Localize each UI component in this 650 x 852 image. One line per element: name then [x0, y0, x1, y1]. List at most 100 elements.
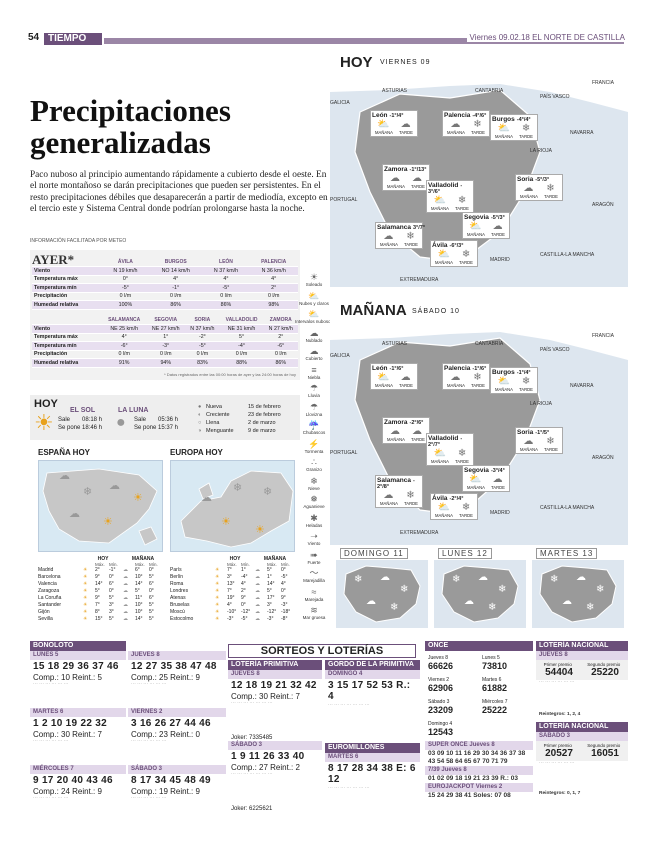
city-forecast: León -1°/4° ⛅ ☁ MAÑANA TARDE [370, 110, 418, 137]
moon-phase-date: 9 de marzo [248, 428, 276, 434]
city-name: Burgos [492, 369, 515, 376]
legend-icon: ☂ [309, 401, 319, 412]
temp-min: -8° [281, 616, 288, 622]
weather-icon: ☁ [123, 588, 128, 594]
draw-prizes: ··· ··· ··· ··· ··· ··· [33, 682, 69, 687]
temp-min: 5° [109, 616, 114, 622]
weather-icon: ❄ [406, 231, 415, 242]
table-row: Atenas ☀ 19° 9° ☁ 17° 9° [170, 595, 295, 602]
weather-icon: ❄ [457, 448, 467, 459]
weather-icon: ☁ [390, 173, 400, 184]
table-cell: -1° [148, 283, 203, 293]
weather-icon: ☀ [83, 616, 88, 622]
weather-icon: ☁ [123, 581, 128, 587]
temp-max: 2° [95, 567, 100, 573]
temp-min: 5° [149, 616, 154, 622]
draw-comp: Comp.: 30 [33, 730, 70, 739]
city-forecast-header: Segovia -5°/3° [464, 214, 508, 221]
table-cell: -4° [219, 341, 264, 351]
luna-pone: 15:37 h [158, 425, 179, 431]
city-temps: -1°/6° [472, 366, 487, 372]
city-forecast: Ávila -6°/3° ⛅ ❄ MAÑANA TARDE [430, 240, 478, 267]
map-hoy-title: HOY [340, 54, 373, 71]
table-cell: 98% [249, 300, 298, 310]
table-cell: NO 14 km/h [148, 266, 203, 276]
city-forecast: Ávila -2°/4° ⛅ ❄ MAÑANA TARDE [430, 493, 478, 520]
weather-icon: ☁ [123, 616, 128, 622]
city-icons: ☁ ❄ [444, 372, 488, 383]
euromillones-prizes: ··· ··· ··· ··· ··· ··· ··· [328, 786, 370, 791]
t2-col-header: SEGOVIA [146, 316, 186, 325]
weather-icon: ☁ [255, 609, 260, 615]
city-table-subheader: Máx. Mín. Máx. Mín. [38, 562, 163, 567]
table-cell: 0 l/m [146, 350, 186, 359]
table-row: Humedad relativa 91% 94% 83% 88% 86% [32, 358, 298, 368]
city-name: Berlín [170, 574, 184, 580]
legend-item: ⛅ Nubes y claros [295, 291, 333, 310]
table-cell: 86% [263, 358, 298, 368]
city-forecast-header: Zamora -1°/13° [384, 166, 428, 173]
city-periods: MAÑANA TARDE [444, 130, 488, 135]
legend-label: Cubierto [305, 356, 323, 361]
legend-label: Marejada [304, 596, 324, 602]
t1-col-header: BURGOS [148, 258, 203, 267]
primitiva-d1-nums: 12 18 19 21 32 42 [231, 680, 317, 691]
weather-icon: ❄ [461, 502, 471, 513]
gordo-day: DOMINGO 4 [325, 670, 420, 679]
gordo-header: GORDO DE LA PRIMITIVA [325, 660, 420, 670]
legend-item: ☂ Lluvia [295, 383, 333, 402]
sol-pone-label: Se pone [58, 425, 81, 431]
once-number: 73810 [482, 661, 508, 671]
table-cell: N 19 km/h [102, 266, 149, 276]
weather-icon: ☁ [492, 474, 503, 485]
draw-prizes: ··· ··· ··· ··· ··· ··· [33, 796, 69, 801]
table-row: Sevilla ☀ 15° 5° ☁ 14° 5° [38, 616, 163, 623]
legend-icon: 〜 [309, 568, 319, 578]
hoy-astro-panel: HOY ☀ EL SOL Sale 08:18 h Se pone 18:46 … [30, 395, 300, 440]
draw-prizes: ··· ··· ··· ··· ··· ··· [131, 796, 167, 801]
table-cell: 0 l/m [263, 350, 298, 359]
region-label: LA RIOJA [530, 401, 552, 407]
eurojackpot-nums: 15 24 29 38 41 [428, 792, 472, 799]
espana-map: ☁ ❄ ☁ ☀ ☁ ☀ [38, 460, 163, 552]
europa-title: EUROPA HOY [170, 448, 223, 457]
row-label: Temperatura máx [32, 275, 102, 284]
snow-icon: ❄ [233, 482, 243, 494]
city-icons: ☁ ☁ [384, 173, 428, 184]
temp-min: 0° [149, 588, 154, 594]
gordo-prizes: ··· ··· ··· ··· ··· ··· ··· [328, 703, 370, 708]
city-forecast: Salamanca -2°/8° ☁ ❄ MAÑANA TARDE [375, 475, 423, 508]
table-cell: 2° [263, 333, 298, 342]
city-temps: -6°/3° [449, 243, 464, 249]
temp-max: 5° [95, 588, 100, 594]
legend-icon: ☁ [309, 327, 319, 338]
tarde-period: TARDE [544, 194, 558, 199]
weather-icon: ☁ [412, 173, 422, 184]
city-name: Segovia [464, 467, 489, 474]
city-forecast-header: Valladolid -3°/6° [428, 182, 472, 195]
primitiva-d2-day: SÁBADO 3 [228, 741, 322, 750]
moon-phase-icon: ○ [198, 420, 202, 426]
draw-reint: Reint.: 5 [72, 673, 102, 682]
table-row: París ☀ 7° 1° ☁ 5° 0° [170, 567, 295, 574]
snow-icon: ❄ [586, 602, 595, 613]
weather-icon: ❄ [546, 436, 555, 447]
city-icons: ⛅ ☁ [372, 119, 416, 130]
legend-item: ⛅ Intervalos nubosos [295, 309, 333, 328]
forecast-day-map: ❄ ☁ ❄ ☁ ❄ [532, 560, 624, 628]
weather-icon: ☀ [215, 574, 220, 580]
city-name: Valladolid [428, 435, 459, 442]
draw-comp-row: Comp.: 10 Reint.: 5 [30, 673, 126, 682]
city-temps: -2°/6° [409, 420, 424, 426]
tarde-period: TARDE [491, 485, 505, 490]
city-forecast-header: Palencia -4°/6° [444, 112, 488, 119]
city-icons: ⛅ ☁ [372, 372, 416, 383]
temp-min: 9° [241, 595, 246, 601]
city-icons: ☁ ❄ [444, 119, 488, 130]
manana-period: MAÑANA [447, 383, 465, 388]
table-row: Roma ☀ 13° 4° ☁ 14° 4° [170, 581, 295, 588]
weather-icon: ☀ [83, 602, 88, 608]
primitiva-d1-prizes: ··· ··· ··· ··· ··· ··· ··· [231, 701, 273, 706]
temp-min: -5° [241, 616, 248, 622]
temp-max: 9° [95, 574, 100, 580]
